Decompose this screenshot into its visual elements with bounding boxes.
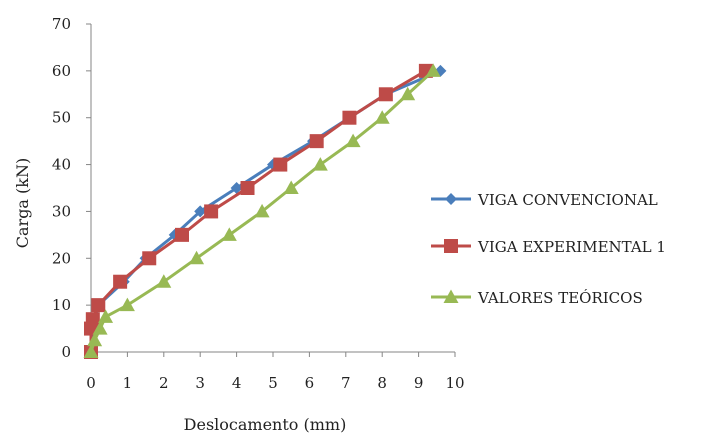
triangle-marker bbox=[374, 110, 390, 124]
square-marker bbox=[175, 227, 189, 242]
series-layer bbox=[83, 63, 447, 359]
triangle-marker bbox=[119, 297, 135, 312]
triangle-marker bbox=[345, 133, 361, 148]
series-3 bbox=[83, 63, 441, 358]
x-axis-title: Deslocamento (mm) bbox=[184, 415, 347, 434]
y-tick-label: 10 bbox=[52, 296, 71, 314]
x-tick-label: 5 bbox=[268, 374, 278, 392]
square-marker bbox=[85, 312, 100, 327]
triangle-marker bbox=[283, 180, 299, 194]
y-tick-label: 0 bbox=[61, 343, 71, 361]
square-marker bbox=[113, 274, 128, 289]
square-marker bbox=[444, 239, 458, 253]
triangle-marker bbox=[254, 203, 270, 218]
x-tick-label: 0 bbox=[86, 374, 96, 392]
square-marker bbox=[378, 87, 393, 102]
y-axis-ticks: 0 10 20 30 40 50 60 70 bbox=[52, 15, 91, 361]
legend-label: VIGA EXPERIMENTAL 1 bbox=[477, 238, 666, 256]
square-marker bbox=[204, 204, 219, 219]
plot-area: 0 10 20 30 40 50 60 70 0 1 2 3 4 5 6 7 8 9 10 bbox=[52, 15, 465, 392]
x-tick-label: 6 bbox=[305, 374, 315, 392]
triangle-marker bbox=[312, 157, 328, 171]
triangle-marker bbox=[92, 321, 108, 335]
square-marker bbox=[91, 298, 106, 313]
x-tick-label: 1 bbox=[123, 374, 133, 392]
diamond-marker bbox=[230, 182, 243, 194]
y-tick-label: 60 bbox=[52, 62, 71, 80]
x-axis-ticks: 0 1 2 3 4 5 6 7 8 9 10 bbox=[86, 352, 465, 392]
x-tick-label: 2 bbox=[159, 374, 169, 392]
y-tick-label: 20 bbox=[52, 249, 71, 267]
square-marker bbox=[142, 251, 157, 266]
square-marker bbox=[273, 157, 288, 172]
triangle-marker bbox=[189, 250, 205, 265]
triangle-marker bbox=[156, 274, 172, 288]
legend-item: VALORES TEÓRICOS bbox=[431, 289, 643, 307]
square-marker bbox=[309, 134, 324, 149]
y-tick-label: 30 bbox=[52, 202, 71, 220]
x-tick-label: 10 bbox=[445, 374, 464, 392]
y-tick-label: 70 bbox=[52, 15, 71, 33]
y-axis-title: Carga (kN) bbox=[13, 158, 32, 248]
legend-item: VIGA CONVENCIONAL bbox=[431, 191, 658, 209]
x-tick-label: 4 bbox=[232, 374, 242, 392]
legend-item: VIGA EXPERIMENTAL 1 bbox=[431, 238, 666, 256]
x-tick-label: 8 bbox=[377, 374, 387, 392]
square-marker bbox=[240, 181, 255, 195]
legend-label: VALORES TEÓRICOS bbox=[477, 289, 643, 307]
x-tick-label: 9 bbox=[414, 374, 424, 392]
y-tick-label: 50 bbox=[52, 109, 71, 127]
triangle-marker bbox=[98, 309, 114, 323]
legend: VIGA CONVENCIONAL VIGA EXPERIMENTAL 1 VALO… bbox=[431, 191, 666, 307]
x-tick-label: 3 bbox=[195, 374, 205, 392]
triangle-marker bbox=[87, 332, 103, 347]
triangle-marker bbox=[443, 289, 459, 303]
square-marker bbox=[342, 110, 357, 125]
x-tick-label: 7 bbox=[341, 374, 351, 392]
triangle-marker bbox=[221, 227, 237, 241]
triangle-marker bbox=[425, 63, 441, 77]
y-tick-label: 40 bbox=[52, 156, 71, 174]
legend-label: VIGA CONVENCIONAL bbox=[477, 191, 658, 209]
diamond-marker bbox=[194, 205, 207, 218]
triangle-marker bbox=[400, 86, 416, 101]
diamond-marker bbox=[445, 193, 457, 205]
triangle-marker bbox=[83, 344, 99, 358]
